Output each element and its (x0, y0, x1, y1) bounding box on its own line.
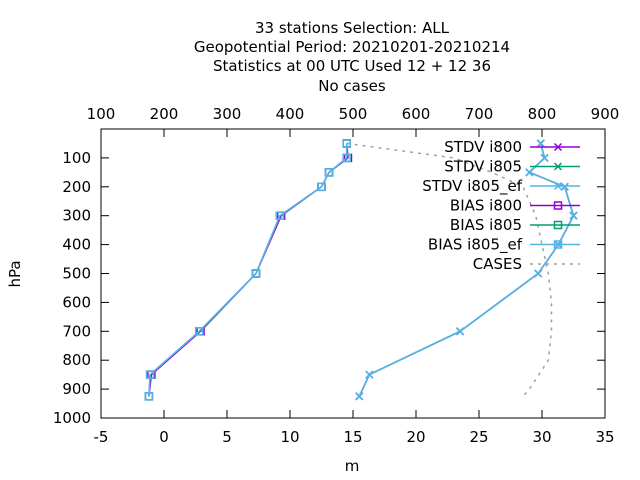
legend-label: STDV i805 (444, 158, 522, 176)
series-line (148, 143, 349, 397)
chart-title: 33 stations Selection: ALL Geopotential … (194, 19, 510, 95)
x2-tick-label: 400 (276, 105, 305, 123)
y-tick-label: 700 (62, 322, 91, 340)
x2-tick-label: 900 (591, 105, 620, 123)
y-tick-label: 300 (62, 207, 91, 225)
series-line (148, 143, 348, 397)
data-point (569, 211, 578, 220)
x-tick-label: -5 (94, 428, 109, 446)
marker-stroke (456, 327, 465, 336)
data-point (145, 370, 155, 379)
x-axis-bottom: -5 0 5 10 15 20 25 30 35 (94, 129, 615, 446)
marker-stroke (553, 181, 563, 191)
y-tick-label: 800 (62, 351, 91, 369)
legend-marker (553, 240, 563, 249)
series-line (358, 143, 575, 397)
y-tick-label: 100 (62, 149, 91, 167)
x-tick-label: 35 (595, 428, 614, 446)
data-point (144, 392, 154, 401)
series-line (148, 143, 348, 397)
marker-stroke (553, 162, 563, 171)
series-layer (144, 139, 578, 401)
x2-tick-label: 100 (87, 105, 116, 123)
y-axis: 100 200 300 400 500 600 700 800 900 1000 (53, 149, 605, 427)
series-stdv-i805-ef (355, 139, 578, 401)
series-bias-i805-ef (144, 139, 351, 401)
y-tick-label: 500 (62, 265, 91, 283)
data-point (540, 153, 549, 162)
y-tick-label: 900 (62, 380, 91, 398)
data-point (251, 269, 261, 278)
x-axis-label: m (345, 457, 360, 475)
x2-tick-label: 800 (528, 105, 557, 123)
legend-label: CASES (473, 255, 522, 273)
x-axis-top: 100 200 300 400 500 600 700 800 900 (87, 105, 620, 123)
data-point (525, 168, 534, 177)
y-tick-label: 1000 (53, 409, 91, 427)
data-point (560, 182, 569, 191)
x-tick-label: 15 (343, 428, 362, 446)
legend-label: BIAS i805 (450, 216, 522, 234)
marker-stroke (540, 153, 549, 162)
legend-marker (553, 181, 563, 191)
series-bias-i805 (144, 139, 351, 401)
x-tick-label: 10 (280, 428, 299, 446)
legend-label: BIAS i805_ef (428, 236, 523, 255)
legend-marker (553, 162, 563, 171)
x2-tick-label: 200 (150, 105, 179, 123)
data-point (365, 370, 374, 379)
y-axis-label: hPa (6, 260, 24, 287)
marker-stroke (525, 168, 534, 177)
marker-stroke (536, 139, 545, 148)
title-line-4: No cases (318, 77, 386, 95)
legend-marker (553, 142, 563, 152)
x-tick-label: 0 (159, 428, 169, 446)
legend-label: BIAS i800 (450, 197, 522, 215)
data-point (355, 392, 364, 401)
y-tick-label: 600 (62, 293, 91, 311)
y-tick-label: 200 (62, 178, 91, 196)
marker-stroke (560, 182, 569, 191)
x-tick-label: 20 (406, 428, 425, 446)
data-point (534, 269, 543, 278)
x2-tick-label: 500 (339, 105, 368, 123)
title-line-1: 33 stations Selection: ALL (255, 19, 450, 37)
data-point (275, 211, 285, 220)
data-point (342, 139, 351, 148)
legend-label: STDV i805_ef (422, 177, 523, 196)
data-point (324, 168, 334, 177)
x2-tick-label: 600 (402, 105, 431, 123)
data-point (536, 139, 545, 148)
marker-stroke (355, 392, 364, 401)
legend-marker (553, 220, 563, 230)
data-point (342, 153, 351, 163)
x2-tick-label: 300 (213, 105, 242, 123)
x-tick-label: 5 (222, 428, 232, 446)
x-tick-label: 25 (469, 428, 488, 446)
marker-stroke (534, 269, 543, 278)
marker-stroke (365, 370, 374, 379)
series-bias-i800 (144, 139, 353, 401)
title-line-3: Statistics at 00 UTC Used 12 + 12 36 (213, 57, 491, 75)
legend-marker (553, 201, 563, 210)
x2-tick-label: 700 (465, 105, 494, 123)
legend-label: STDV i800 (444, 138, 522, 156)
data-point (456, 327, 465, 336)
marker-stroke (553, 142, 563, 152)
data-point (195, 327, 204, 336)
data-point (317, 182, 326, 192)
title-line-2: Geopotential Period: 20210201-20210214 (194, 38, 510, 56)
y-tick-label: 400 (62, 236, 91, 254)
x-tick-label: 30 (532, 428, 551, 446)
marker-stroke (569, 211, 578, 220)
